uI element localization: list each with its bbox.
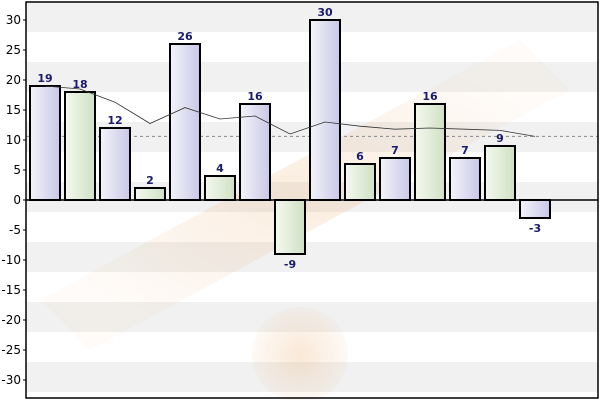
bar [344,163,376,201]
y-tick-label: 10 [6,133,21,147]
y-tick-label: -10 [1,253,21,267]
bar [134,187,166,201]
y-tick-label: 15 [6,103,21,117]
bar-value-label: 30 [317,6,333,19]
bar-value-label: -3 [529,222,541,235]
bar-value-label: 16 [422,90,438,103]
y-tick-label: 25 [6,43,21,57]
bar [449,157,481,201]
bar-value-label: 7 [391,144,399,157]
y-tick-label: -30 [1,373,21,387]
y-tick-label: 5 [13,163,21,177]
bar [64,91,96,201]
bar [29,85,61,201]
y-tick-label: -5 [9,223,21,237]
bar [379,157,411,201]
y-tick-label: 0 [13,193,21,207]
bar-value-labels: 19 18 12 2 26 4 16 -9 30 6 7 16 7 9 -3 [37,6,541,271]
bar [99,127,131,201]
y-tick-label: 20 [6,73,21,87]
bar [484,145,516,201]
moving-average-line [44,85,536,137]
bar-value-label: 18 [72,78,87,91]
bar [519,199,551,219]
bar-value-label: 26 [177,30,193,43]
bar-value-label: 12 [107,114,122,127]
bar-value-label: -9 [284,258,296,271]
bar-value-label: 16 [247,90,263,103]
bar-value-label: 6 [356,150,364,163]
bar [414,103,446,201]
bar-value-label: 4 [216,162,224,175]
bar-value-label: 7 [461,144,469,157]
y-tick-label: -20 [1,313,21,327]
bar [274,199,306,255]
bar-value-label: 9 [496,132,504,145]
bar [169,43,201,201]
bar [204,175,236,201]
trend-line-layer [44,85,536,137]
bars-layer [29,19,551,255]
y-tick-label: -25 [1,343,21,357]
bar-value-label: 19 [37,72,52,85]
y-tick-label: -15 [1,283,21,297]
bar [239,103,271,201]
y-tick-label: 30 [6,13,21,27]
watermark-ball-shape [252,307,348,400]
bar [309,19,341,201]
bar-value-label: 2 [146,174,154,187]
